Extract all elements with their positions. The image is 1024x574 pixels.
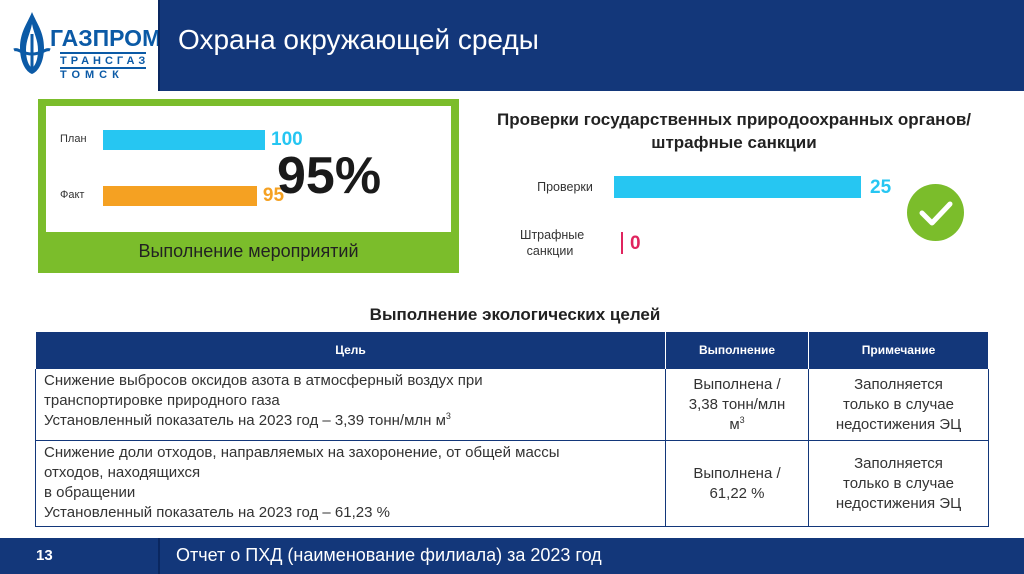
- goal-line: Снижение выбросов оксидов азота в атмосф…: [44, 372, 483, 389]
- fact-bar: [103, 186, 257, 206]
- footer-divider: [158, 538, 160, 574]
- goal-line: Установленный показатель на 2023 год – 6…: [44, 504, 390, 521]
- col-header-goal: Цель: [35, 331, 666, 369]
- logo-line3: ТОМСК: [60, 67, 146, 81]
- goals-table: Цель Выполнение Примечание Снижение выбр…: [35, 331, 989, 527]
- header-divider: [158, 0, 160, 91]
- execution-caption: Выполнение мероприятий: [138, 241, 359, 261]
- company-logo: ГАЗПРОМ ТРАНСГАЗ ТОМСК: [0, 0, 162, 91]
- header-bar: [0, 0, 1024, 91]
- footer-bar: [0, 538, 1024, 574]
- fact-label: Факт: [60, 189, 85, 201]
- execution-cell: Выполнена / 3,38 тонн/млн м3: [665, 368, 809, 441]
- note-line: только в случае: [843, 395, 954, 413]
- col-header-note: Примечание: [808, 331, 989, 369]
- note-line: недостижения ЭЦ: [835, 415, 962, 433]
- inspections-chart-title: Проверки государственных природоохранных…: [497, 110, 971, 152]
- table-row: Снижение доли отходов, направляемых на з…: [35, 440, 989, 527]
- col-header-execution: Выполнение: [665, 331, 809, 369]
- checkmark-icon: [907, 184, 964, 241]
- execution-line: 61,22 %: [709, 484, 765, 502]
- note-cell: Заполняется только в случае недостижения…: [808, 440, 989, 527]
- logo-name: ГАЗПРОМ: [50, 25, 162, 51]
- execution-line: м3: [729, 414, 745, 433]
- page-title: Охрана окружающей среды: [178, 24, 539, 55]
- penalties-label: Штрафные санкции: [520, 228, 585, 258]
- goal-line: в обращении: [44, 484, 136, 501]
- note-line: Заполняется: [854, 454, 943, 472]
- completion-percent: 95%: [277, 147, 382, 205]
- goal-cell: Снижение выбросов оксидов азота в атмосф…: [35, 368, 666, 441]
- page-number: 13: [36, 547, 53, 564]
- goal-line: Установленный показатель на 2023 год – 3…: [44, 411, 451, 430]
- execution-panel-inner: [46, 106, 451, 232]
- goal-line: транспортировке природного газа: [44, 392, 280, 409]
- execution-line: Выполнена /: [693, 464, 781, 482]
- goals-table-title: Выполнение экологических целей: [369, 305, 661, 324]
- execution-line: Выполнена /: [693, 375, 781, 393]
- goal-cell: Снижение доли отходов, направляемых на з…: [35, 440, 666, 527]
- inspections-value: 25: [870, 177, 892, 198]
- inspections-label: Проверки: [537, 180, 593, 194]
- footer-text: Отчет о ПХД (наименование филиала) за 20…: [176, 545, 602, 565]
- note-cell: Заполняется только в случае недостижения…: [808, 368, 989, 441]
- penalties-value: 0: [630, 233, 641, 254]
- goal-line: Снижение доли отходов, направляемых на з…: [44, 444, 560, 461]
- plan-bar: [103, 130, 265, 150]
- fact-value: 95: [262, 185, 285, 206]
- gazprom-flame-icon: [13, 12, 51, 74]
- execution-cell: Выполнена / 61,22 %: [665, 440, 809, 527]
- logo-line2: ТРАНСГАЗ: [60, 52, 146, 67]
- note-line: недостижения ЭЦ: [835, 494, 962, 512]
- goal-line: отходов, находящихся: [44, 464, 201, 481]
- inspections-bar: [614, 176, 861, 198]
- note-line: только в случае: [843, 474, 954, 492]
- table-row: Снижение выбросов оксидов азота в атмосф…: [35, 368, 989, 441]
- table-header-row: Цель Выполнение Примечание: [35, 331, 989, 369]
- plan-label: План: [60, 133, 87, 145]
- penalties-bar: [621, 232, 623, 254]
- plan-value: 100: [271, 129, 303, 150]
- execution-line: 3,38 тонн/млн: [688, 395, 786, 413]
- note-line: Заполняется: [854, 375, 943, 393]
